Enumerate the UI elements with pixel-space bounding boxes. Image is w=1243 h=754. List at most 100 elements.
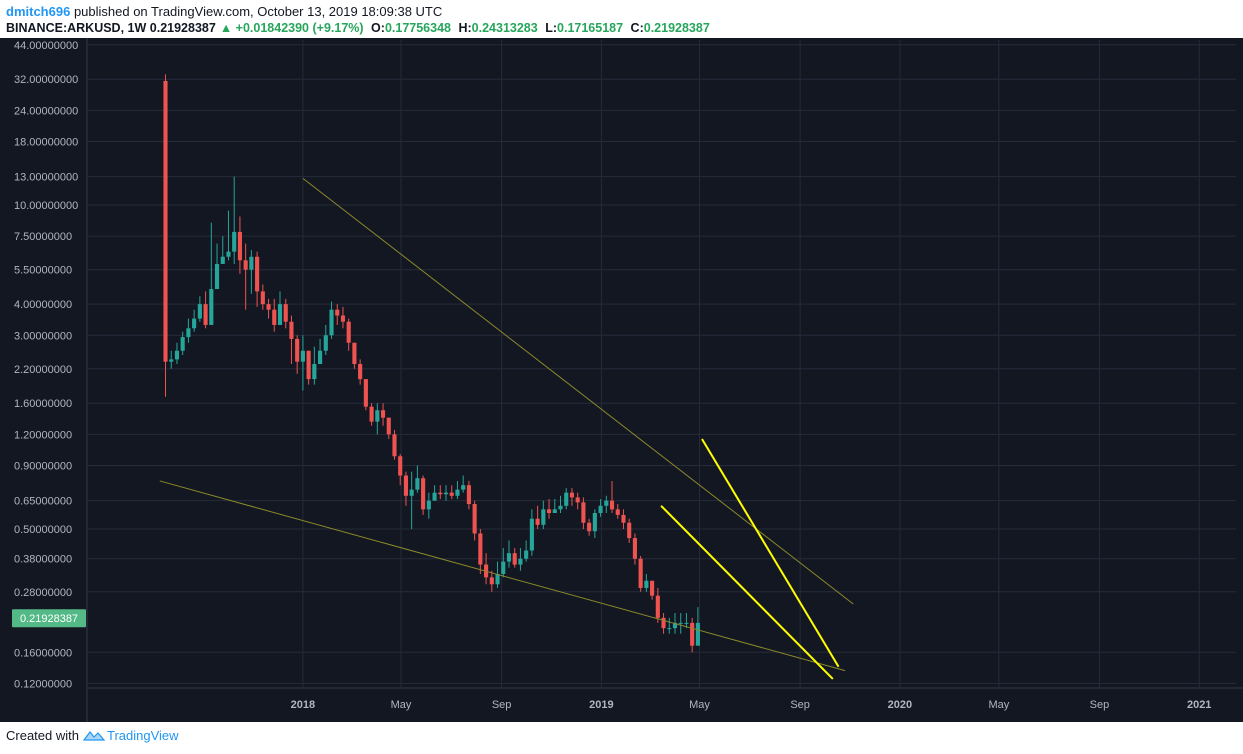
high-label: H: xyxy=(458,21,472,35)
candle-body xyxy=(569,492,575,498)
candle xyxy=(186,318,191,343)
candle xyxy=(432,485,437,501)
candle-body xyxy=(472,504,477,534)
candle-body xyxy=(615,509,620,515)
candle xyxy=(398,454,403,486)
candle xyxy=(226,210,231,261)
close-label: C: xyxy=(630,21,644,35)
candle-body xyxy=(272,309,277,325)
candle xyxy=(478,529,483,574)
candle xyxy=(318,338,323,364)
candle-body xyxy=(512,553,517,565)
candle xyxy=(277,291,283,325)
x-tick-label: Sep xyxy=(790,699,810,711)
candle-body xyxy=(226,251,231,257)
y-tick-label: 0.12000000 xyxy=(14,678,72,690)
tradingview-logo-icon xyxy=(82,731,105,741)
candle-body xyxy=(174,350,180,360)
candle xyxy=(375,403,380,435)
candle-body xyxy=(220,256,225,264)
x-tick-label: 2018 xyxy=(291,699,315,711)
candle-body xyxy=(478,533,483,565)
candle-body xyxy=(598,505,603,513)
y-tick-label: 0.50000000 xyxy=(14,524,72,536)
candle xyxy=(535,505,540,530)
candle xyxy=(415,465,420,493)
candle-body xyxy=(255,256,260,292)
candle xyxy=(575,492,580,510)
candle-body xyxy=(661,617,666,629)
candle-body xyxy=(335,309,340,316)
candle xyxy=(369,403,374,426)
tradingview-brand: TradingView xyxy=(106,728,179,743)
candle xyxy=(650,580,655,600)
symbol-bar: BINANCE:ARKUSD, 1W 0.21928387 ▲ +0.018423… xyxy=(6,21,710,35)
candle xyxy=(621,509,626,530)
candle xyxy=(546,499,552,519)
candle-body xyxy=(346,321,351,343)
candle xyxy=(615,504,620,519)
candle-body xyxy=(369,406,374,422)
candle xyxy=(346,318,351,351)
candle xyxy=(255,251,260,307)
open-value: 0.17756348 xyxy=(384,21,451,35)
candle xyxy=(461,475,466,493)
candle xyxy=(512,547,517,568)
candle-body xyxy=(558,505,563,510)
price-chart[interactable]: 44.00000000 32.00000000 24.00000000 18.0000… xyxy=(0,38,1243,722)
candle-body xyxy=(398,456,403,476)
candle xyxy=(695,607,700,646)
candle-body xyxy=(209,289,214,325)
author-link[interactable]: dmitch696 xyxy=(6,4,71,19)
candle xyxy=(289,315,294,364)
y-tick-label: 0.65000000 xyxy=(14,496,72,508)
candle xyxy=(518,547,523,571)
candle-body xyxy=(260,291,265,305)
candle-body xyxy=(306,350,311,380)
y-tick-label: 0.38000000 xyxy=(14,554,72,566)
candle-body xyxy=(461,485,466,490)
candle-body xyxy=(289,321,294,339)
candle xyxy=(598,499,603,517)
price-change: +0.01842390 (+9.17%) xyxy=(235,21,364,35)
candle-body xyxy=(277,304,283,325)
candle-body xyxy=(449,492,454,496)
candle xyxy=(243,243,248,310)
x-tick-label: 2019 xyxy=(589,699,613,711)
y-tick-label: 32.00000000 xyxy=(14,74,78,86)
candle xyxy=(609,480,615,513)
candle xyxy=(300,335,305,391)
candle-body xyxy=(421,478,426,510)
candle-body xyxy=(592,512,597,532)
candle xyxy=(438,485,443,500)
candle xyxy=(312,346,317,385)
y-tick-label: 44.00000000 xyxy=(14,40,78,52)
candle-body xyxy=(650,580,655,596)
y-tick-label: 10.00000000 xyxy=(14,200,78,212)
candle xyxy=(392,429,397,460)
candle xyxy=(340,306,346,329)
candle-body xyxy=(535,518,540,525)
candle xyxy=(569,488,575,506)
candle xyxy=(690,617,695,653)
candle-body xyxy=(203,304,208,325)
candle xyxy=(506,540,512,568)
candle xyxy=(667,617,672,634)
tradingview-link[interactable]: TradingView xyxy=(82,728,179,743)
chart-background xyxy=(0,38,1243,722)
candle xyxy=(409,471,414,530)
candle-body xyxy=(432,492,437,501)
candle-body xyxy=(489,577,494,585)
symbol-name[interactable]: BINANCE:ARKUSD, 1W xyxy=(6,21,147,35)
candle-body xyxy=(495,573,500,585)
candle-body xyxy=(323,335,328,351)
candle-body xyxy=(575,497,580,503)
candle xyxy=(661,613,666,634)
candle xyxy=(449,485,454,500)
candle-body xyxy=(638,558,643,588)
candle xyxy=(524,540,529,562)
candle xyxy=(426,492,431,519)
candle-body xyxy=(283,304,288,322)
candle xyxy=(163,74,168,397)
candle xyxy=(684,613,689,629)
